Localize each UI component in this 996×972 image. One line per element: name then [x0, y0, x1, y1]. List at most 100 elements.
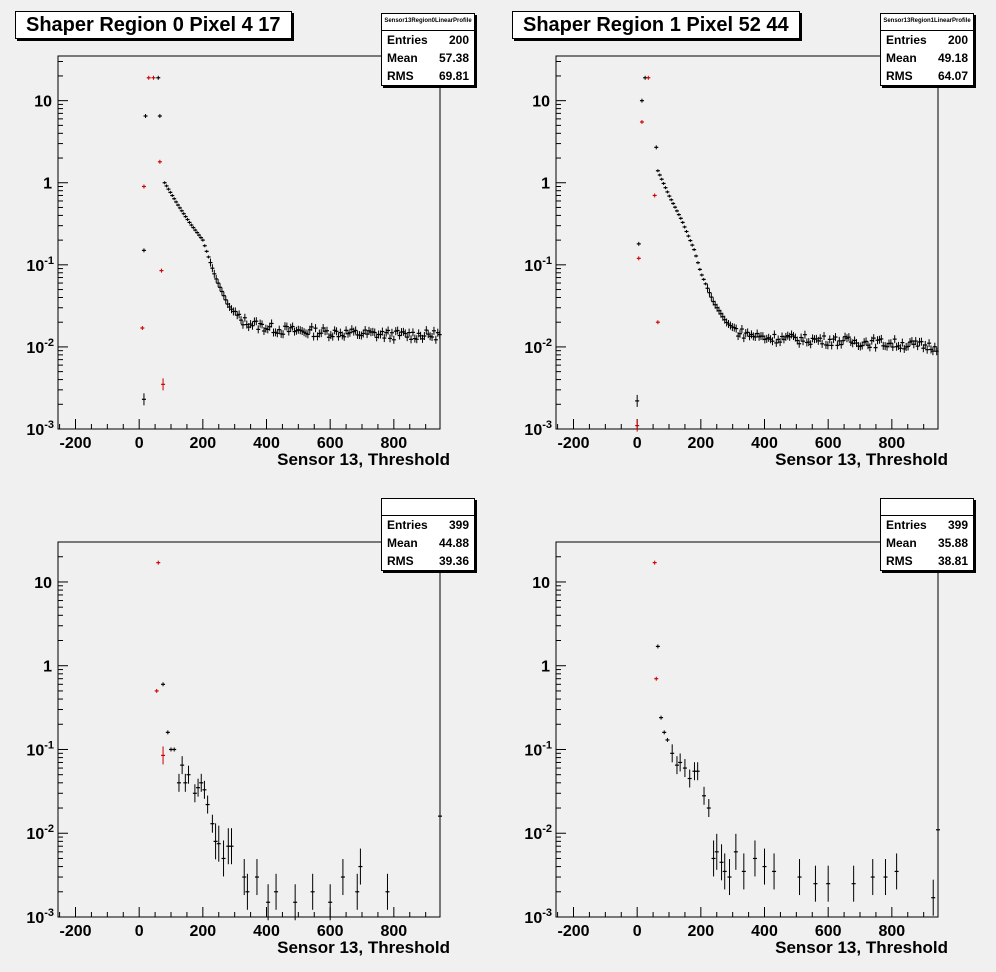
data-point — [752, 840, 757, 877]
y-tick-label: 1 — [541, 659, 550, 676]
stats-entries-value: 399 — [448, 518, 469, 532]
data-point — [395, 326, 400, 335]
data-point — [202, 780, 207, 799]
panel-title: Shaper Region 1 Pixel 52 44 — [512, 11, 800, 39]
data-point — [692, 248, 697, 252]
data-point — [410, 328, 415, 337]
data-point — [321, 324, 326, 333]
x-tick-label: 800 — [878, 435, 905, 452]
x-tick-label: 200 — [687, 435, 714, 452]
data-point — [212, 269, 217, 278]
data-point — [176, 773, 181, 792]
stats-mean-row: Mean 44.88 — [382, 534, 474, 552]
y-tick-label: 1 — [541, 176, 550, 193]
data-point — [246, 323, 251, 332]
data-point — [388, 334, 393, 343]
data-point — [930, 347, 935, 356]
data-point — [389, 328, 394, 337]
data-point — [732, 323, 737, 332]
data-point — [172, 747, 177, 752]
data-point — [336, 332, 341, 341]
stats-mean-label: Mean — [886, 536, 917, 550]
stats-histogram-name — [881, 499, 973, 516]
data-point — [180, 756, 185, 775]
data-point — [157, 114, 162, 119]
x-tick-label: 800 — [878, 923, 905, 940]
data-point — [883, 859, 888, 896]
data-point — [372, 328, 377, 337]
data-point — [674, 756, 679, 775]
stats-entries-value: 200 — [947, 33, 968, 47]
x-tick-label: 0 — [135, 923, 144, 940]
data-point-red — [654, 676, 659, 681]
x-tick-label: 400 — [751, 435, 778, 452]
data-point — [399, 328, 404, 337]
data-point — [376, 330, 381, 339]
data-point — [431, 326, 436, 335]
data-point — [294, 326, 299, 335]
data-point — [716, 306, 721, 315]
data-point — [711, 840, 716, 877]
stats-mean-value: 57.38 — [438, 51, 469, 65]
data-point — [802, 330, 807, 339]
x-tick-label: 400 — [751, 923, 778, 940]
data-point — [699, 273, 704, 277]
y-tick-label: 10-3 — [524, 907, 552, 927]
data-point — [169, 747, 174, 752]
stats-entries-label: Entries — [387, 518, 428, 532]
data-point — [324, 326, 329, 335]
data-point — [684, 229, 689, 233]
data-point — [654, 145, 659, 150]
data-point — [826, 865, 831, 902]
data-point — [673, 205, 678, 209]
plot-frame — [555, 541, 939, 918]
data-point-red — [652, 560, 657, 565]
x-tick-label: -200 — [59, 923, 91, 940]
stats-rms-row: RMS 69.81 — [382, 67, 474, 85]
data-point — [695, 261, 700, 265]
data-point — [686, 234, 691, 238]
data-point — [265, 325, 270, 334]
data-point — [898, 344, 903, 353]
stats-rms-value: 39.36 — [438, 554, 469, 568]
stats-rms-value: 64.07 — [937, 69, 968, 83]
data-point — [223, 295, 228, 304]
data-point — [317, 329, 322, 338]
data-point — [248, 320, 253, 329]
x-tick-label: 0 — [633, 923, 642, 940]
data-point — [690, 243, 695, 247]
data-point — [165, 730, 170, 735]
y-tick-label: 10-3 — [26, 419, 54, 439]
data-point — [269, 319, 274, 328]
data-point — [407, 328, 412, 337]
y-tick-label: 10-2 — [524, 823, 552, 843]
data-point — [305, 330, 310, 339]
data-point — [326, 333, 331, 342]
x-tick-label: 0 — [633, 435, 642, 452]
data-point-red — [141, 184, 146, 189]
data-point — [237, 310, 242, 319]
data-point — [397, 331, 402, 340]
data-point — [221, 840, 226, 877]
data-point — [282, 322, 287, 331]
data-point — [368, 328, 373, 337]
data-point — [739, 325, 744, 334]
data-point — [281, 330, 286, 339]
data-point — [695, 762, 700, 781]
data-point — [166, 187, 171, 191]
data-point — [791, 332, 796, 341]
data-point — [183, 773, 188, 792]
y-tick-label: 10-2 — [524, 337, 552, 357]
data-point — [177, 206, 182, 210]
data-point — [219, 287, 224, 296]
y-tick-label: 10-1 — [524, 739, 552, 759]
stats-mean-label: Mean — [387, 51, 418, 65]
data-point — [422, 332, 427, 341]
data-point — [240, 320, 245, 329]
data-point — [296, 325, 301, 334]
x-tick-label: 400 — [253, 435, 280, 452]
data-point — [359, 331, 364, 340]
stats-histogram-name: Sensor13Region0LinearProfile — [382, 14, 474, 31]
data-point — [907, 338, 912, 347]
